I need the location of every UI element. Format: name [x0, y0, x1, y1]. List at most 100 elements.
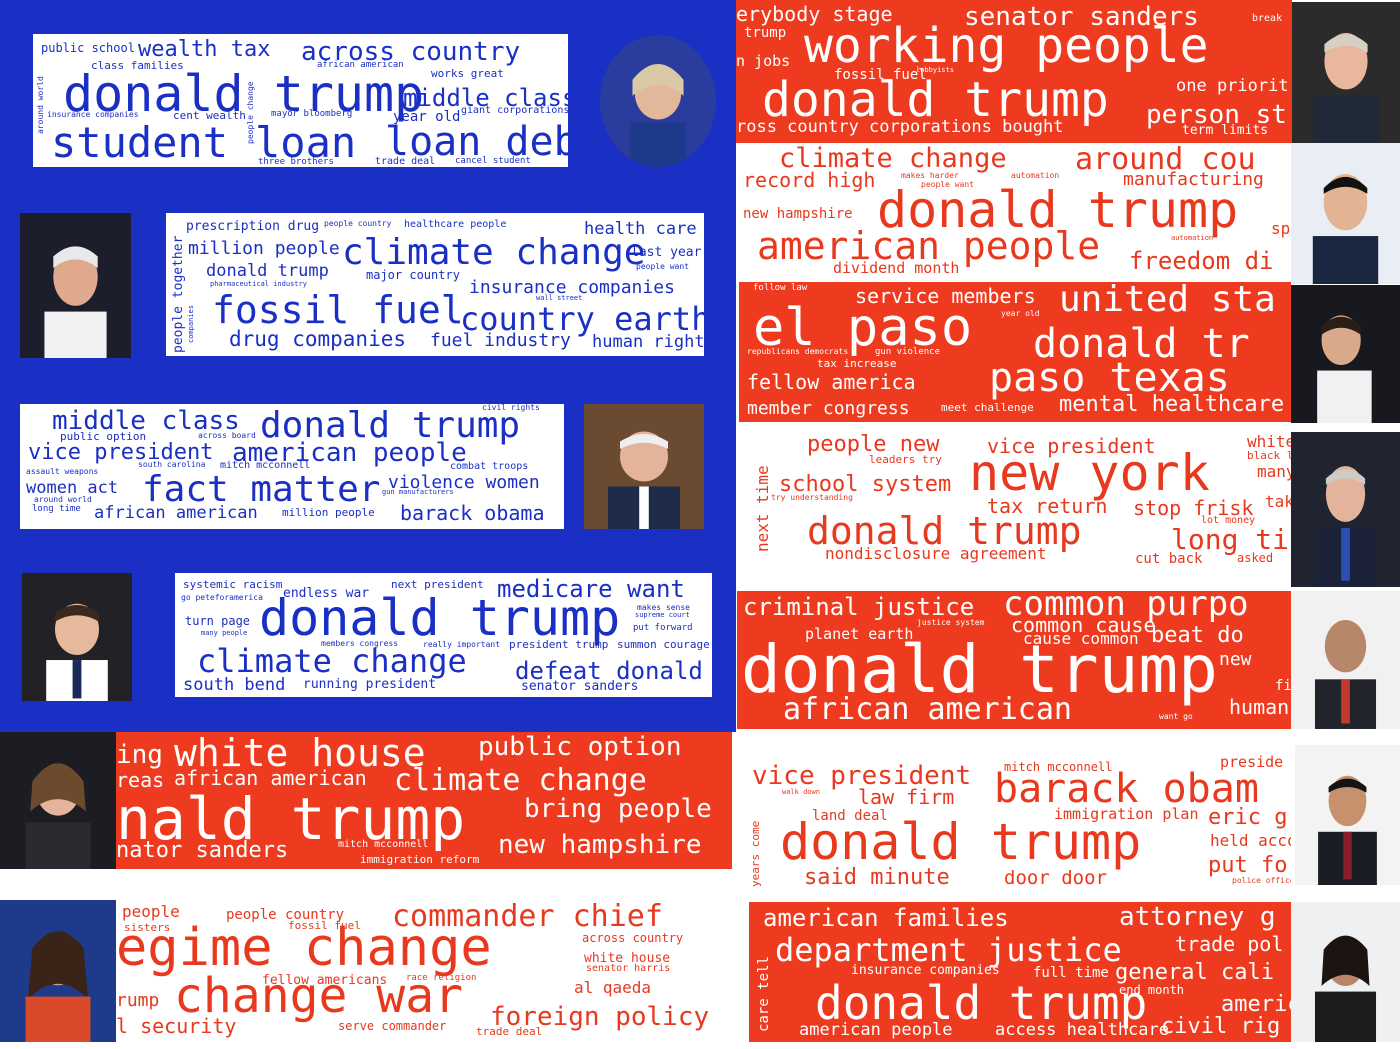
cloud-word: freedom di: [1129, 247, 1274, 275]
cloud-word: healthcare people: [404, 219, 507, 230]
word-cloud-11: ing white house public option reas afric…: [116, 732, 732, 869]
cloud-word: justice system: [917, 618, 985, 627]
cloud-word: african american: [783, 692, 1072, 727]
cloud-word: barack obam: [994, 766, 1259, 812]
cloud-word: many people: [201, 629, 248, 637]
cloud-word: climate change: [779, 143, 1007, 174]
portrait-photo: [1291, 902, 1400, 1042]
word-cloud-12: people sisters people country fossil fue…: [116, 900, 734, 1042]
cloud-word: medicare want: [497, 575, 685, 603]
cloud-word: african american: [94, 503, 258, 523]
cloud-word: donald trump: [762, 72, 1109, 128]
cloud-word: nald trump: [116, 785, 466, 853]
cloud-word: cut back: [1135, 551, 1203, 567]
word-cloud-7: follow law service members united sta ye…: [739, 282, 1291, 422]
cloud-word: trump: [744, 25, 787, 41]
portrait-photo: [1292, 2, 1400, 143]
cloud-word: year old: [1001, 309, 1040, 318]
cloud-word: white house: [584, 951, 671, 966]
cloud-word: people change: [246, 81, 255, 144]
cloud-word: erybody stage: [736, 2, 893, 26]
cloud-word: dividend month: [833, 259, 960, 277]
cloud-word: vice president: [752, 761, 972, 791]
cloud-word: women act: [26, 478, 119, 498]
cloud-word: black le: [1247, 449, 1291, 462]
cloud-word: said minute: [804, 865, 950, 890]
cloud-word: person st: [1146, 100, 1287, 130]
cloud-word: wall street: [536, 294, 583, 302]
cloud-word: senator sanders: [964, 2, 1199, 32]
cloud-word: many: [1257, 462, 1291, 481]
word-cloud-10: vice president mitch mcconnell preside b…: [748, 755, 1291, 891]
cloud-word: middle class: [403, 84, 568, 112]
cloud-word: gun manufacturers: [382, 488, 454, 496]
cloud-word: lobbyists: [916, 66, 954, 74]
cloud-word: president trump: [509, 638, 609, 651]
cloud-word: three brothers: [258, 157, 334, 167]
cloud-word: member congress: [747, 398, 910, 419]
cloud-word: leaders try: [869, 453, 942, 466]
cloud-word: united sta: [1059, 282, 1276, 320]
cloud-word: record high: [743, 168, 876, 192]
cloud-word: preside: [1220, 755, 1284, 771]
cloud-word: manufacturing: [1123, 169, 1264, 190]
cloud-word: human: [1229, 695, 1290, 719]
cloud-word: people together: [171, 235, 186, 353]
cloud-word: door door: [1004, 867, 1107, 889]
cloud-word: climate change: [197, 642, 467, 680]
cloud-word: rump: [116, 990, 160, 1011]
cloud-word: paso texas: [989, 355, 1230, 401]
cloud-word: works great: [431, 67, 504, 80]
cloud-word: eric g: [1208, 805, 1288, 830]
cloud-word: makes sense: [637, 603, 690, 612]
cloud-word: take: [1265, 492, 1291, 511]
cloud-word: sisters: [124, 921, 171, 934]
cloud-word: south bend: [183, 675, 286, 695]
cloud-word: makes harder: [901, 171, 959, 180]
cloud-word: year old: [393, 109, 461, 125]
cloud-word: police officer: [1232, 876, 1291, 885]
cloud-word: bring people: [524, 794, 712, 824]
cloud-word: summon courage: [617, 638, 710, 651]
cloud-word: term limits: [1182, 123, 1269, 138]
cloud-word: service members: [855, 284, 1036, 308]
cloud-word: trade deal: [476, 1025, 543, 1038]
cloud-word: donald trump: [815, 976, 1148, 1030]
word-cloud-13: american families attorney g department …: [749, 902, 1291, 1042]
cloud-word: african american: [317, 60, 404, 70]
cloud-word: loan: [255, 118, 357, 167]
cloud-word: common cause: [1011, 613, 1156, 637]
cloud-word: white house: [174, 732, 426, 775]
cloud-word: mitch mcconnell: [1004, 760, 1113, 774]
cloud-word: general cali: [1115, 960, 1274, 985]
cloud-word: trade pol: [1175, 932, 1284, 956]
cloud-word: working people: [804, 18, 1209, 74]
cloud-word: tax increase: [817, 357, 897, 370]
cloud-word: million people: [282, 506, 375, 519]
cloud-word: mental healthcare: [1059, 392, 1285, 417]
word-cloud-8: people new vice president white black le…: [753, 432, 1291, 575]
cloud-word: student: [51, 118, 229, 167]
cloud-word: new hampshire: [743, 206, 853, 222]
cloud-word: try understanding: [771, 493, 853, 502]
word-cloud-2: prescription drug people country healthc…: [166, 213, 704, 356]
cloud-word: years come: [749, 820, 762, 887]
cloud-word: follow law: [753, 283, 808, 293]
cloud-word: across board: [198, 431, 256, 440]
cloud-word: fin: [1275, 678, 1291, 694]
cloud-word: around cou: [1075, 143, 1256, 177]
word-cloud-3: middle class donald trump civil rights p…: [20, 404, 564, 529]
cloud-word: fellow america: [747, 370, 916, 394]
cloud-word: people want: [636, 262, 689, 271]
word-cloud-4: systemic racism next president medicare …: [175, 573, 712, 697]
portrait-photo: [1291, 432, 1400, 587]
cloud-word: cent wealth: [173, 109, 246, 122]
cloud-word: nator sanders: [116, 838, 289, 863]
cloud-word: really important: [423, 640, 501, 649]
cloud-word: insurance companies: [469, 277, 675, 298]
cloud-word: donald tr: [1033, 321, 1250, 367]
cloud-word: care tell: [756, 956, 772, 1032]
cloud-word: defeat donald: [515, 657, 703, 685]
cloud-word: fossil fuel: [834, 67, 927, 83]
